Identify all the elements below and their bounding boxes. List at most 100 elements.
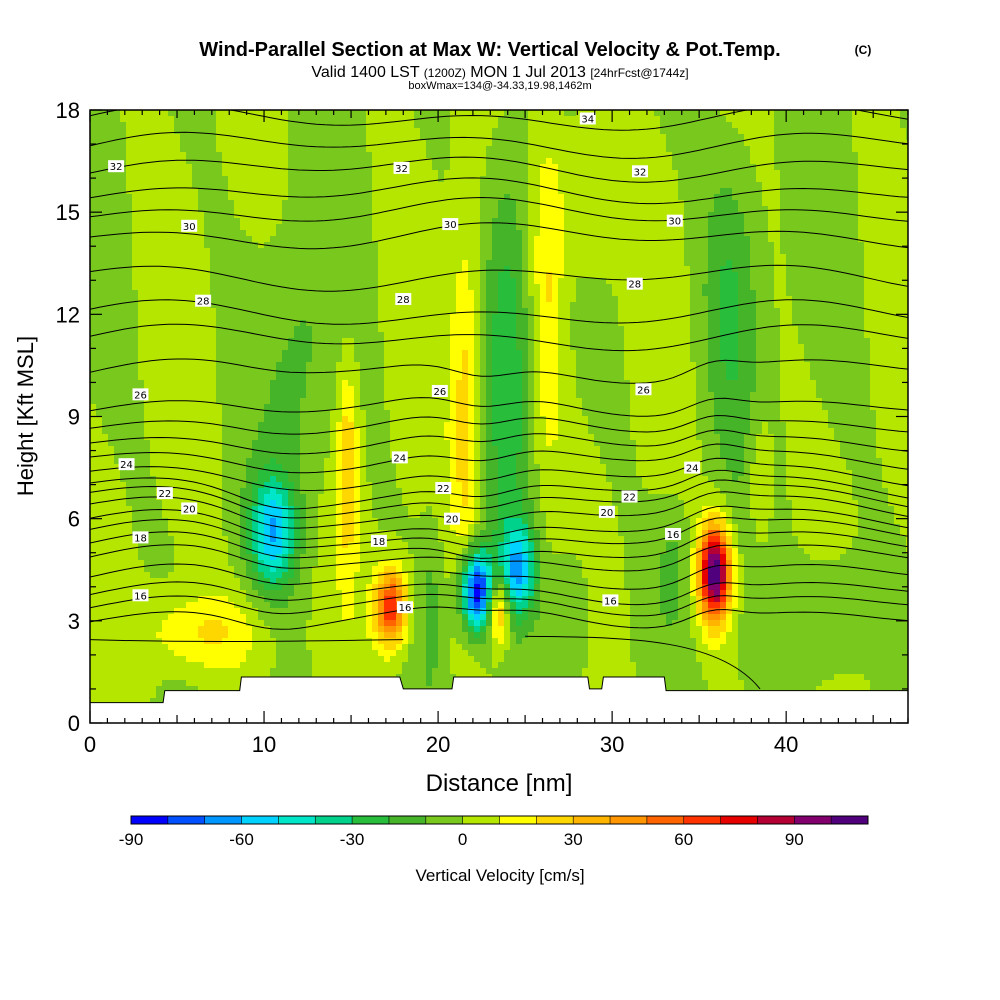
velocity-cell: [582, 194, 589, 201]
velocity-cell: [270, 140, 277, 147]
velocity-cell: [234, 296, 241, 303]
velocity-cell: [396, 224, 403, 231]
velocity-cell: [288, 254, 295, 261]
velocity-cell: [834, 152, 841, 159]
velocity-cell: [138, 302, 145, 309]
velocity-cell: [102, 116, 109, 123]
velocity-cell: [702, 266, 709, 273]
velocity-cell: [714, 158, 721, 165]
velocity-cell: [114, 302, 121, 309]
velocity-cell: [264, 182, 271, 189]
velocity-cell: [132, 278, 139, 285]
velocity-cell: [96, 278, 103, 285]
velocity-cell: [876, 236, 883, 243]
velocity-cell: [234, 254, 241, 261]
velocity-cell: [276, 308, 283, 315]
velocity-cell: [480, 212, 487, 219]
velocity-cell: [474, 116, 481, 123]
velocity-cell: [660, 170, 667, 177]
velocity-cell: [582, 296, 589, 303]
velocity-cell: [756, 302, 763, 309]
velocity-cell: [588, 302, 595, 309]
velocity-cell: [516, 260, 523, 267]
velocity-cell: [438, 194, 445, 201]
velocity-cell: [528, 182, 535, 189]
velocity-cell: [858, 296, 865, 303]
velocity-cell: [510, 248, 517, 255]
velocity-cell: [816, 182, 823, 189]
velocity-cell: [96, 254, 103, 261]
velocity-cell: [186, 254, 193, 261]
velocity-cell: [354, 170, 361, 177]
velocity-cell: [684, 260, 691, 267]
velocity-cell: [690, 254, 697, 261]
velocity-cell: [360, 224, 367, 231]
velocity-cell: [810, 236, 817, 243]
velocity-cell: [324, 296, 331, 303]
velocity-cell: [702, 236, 709, 243]
velocity-cell: [120, 146, 127, 153]
velocity-cell: [894, 218, 901, 225]
velocity-cell: [120, 296, 127, 303]
velocity-cell: [528, 296, 535, 303]
velocity-cell: [396, 254, 403, 261]
velocity-cell: [504, 188, 511, 195]
velocity-cell: [882, 278, 889, 285]
velocity-cell: [510, 116, 517, 123]
velocity-cell: [534, 278, 541, 285]
velocity-cell: [192, 128, 199, 135]
velocity-cell: [186, 176, 193, 183]
velocity-cell: [138, 254, 145, 261]
velocity-cell: [384, 218, 391, 225]
velocity-cell: [840, 320, 847, 327]
velocity-cell: [552, 134, 559, 141]
velocity-cell: [564, 266, 571, 273]
velocity-cell: [222, 194, 229, 201]
velocity-cell: [822, 230, 829, 237]
velocity-cell: [510, 212, 517, 219]
velocity-cell: [474, 302, 481, 309]
velocity-cell: [384, 248, 391, 255]
velocity-cell: [204, 248, 211, 255]
velocity-cell: [636, 158, 643, 165]
velocity-cell: [528, 236, 535, 243]
velocity-cell: [492, 212, 499, 219]
velocity-cell: [804, 254, 811, 261]
velocity-cell: [900, 176, 907, 183]
velocity-cell: [546, 302, 553, 309]
velocity-cell: [768, 146, 775, 153]
velocity-cell: [270, 146, 277, 153]
velocity-cell: [474, 146, 481, 153]
velocity-cell: [396, 266, 403, 273]
velocity-cell: [204, 170, 211, 177]
velocity-cell: [246, 218, 253, 225]
velocity-cell: [720, 314, 727, 321]
velocity-cell: [420, 146, 427, 153]
velocity-cell: [660, 236, 667, 243]
velocity-cell: [186, 140, 193, 147]
velocity-cell: [96, 236, 103, 243]
velocity-cell: [786, 320, 793, 327]
velocity-cell: [654, 128, 661, 135]
velocity-cell: [528, 200, 535, 207]
velocity-cell: [540, 170, 547, 177]
velocity-cell: [108, 314, 115, 321]
velocity-cell: [540, 158, 547, 165]
velocity-cell: [366, 260, 373, 267]
velocity-cell: [372, 230, 379, 237]
velocity-cell: [888, 164, 895, 171]
velocity-cell: [198, 230, 205, 237]
velocity-cell: [246, 266, 253, 273]
velocity-cell: [648, 290, 655, 297]
velocity-cell: [840, 212, 847, 219]
velocity-cell: [606, 200, 613, 207]
velocity-cell: [798, 230, 805, 237]
velocity-cell: [648, 266, 655, 273]
velocity-cell: [696, 182, 703, 189]
velocity-cell: [504, 314, 511, 321]
velocity-cell: [444, 302, 451, 309]
velocity-cell: [180, 188, 187, 195]
velocity-cell: [96, 224, 103, 231]
velocity-cell: [870, 296, 877, 303]
velocity-cell: [552, 140, 559, 147]
